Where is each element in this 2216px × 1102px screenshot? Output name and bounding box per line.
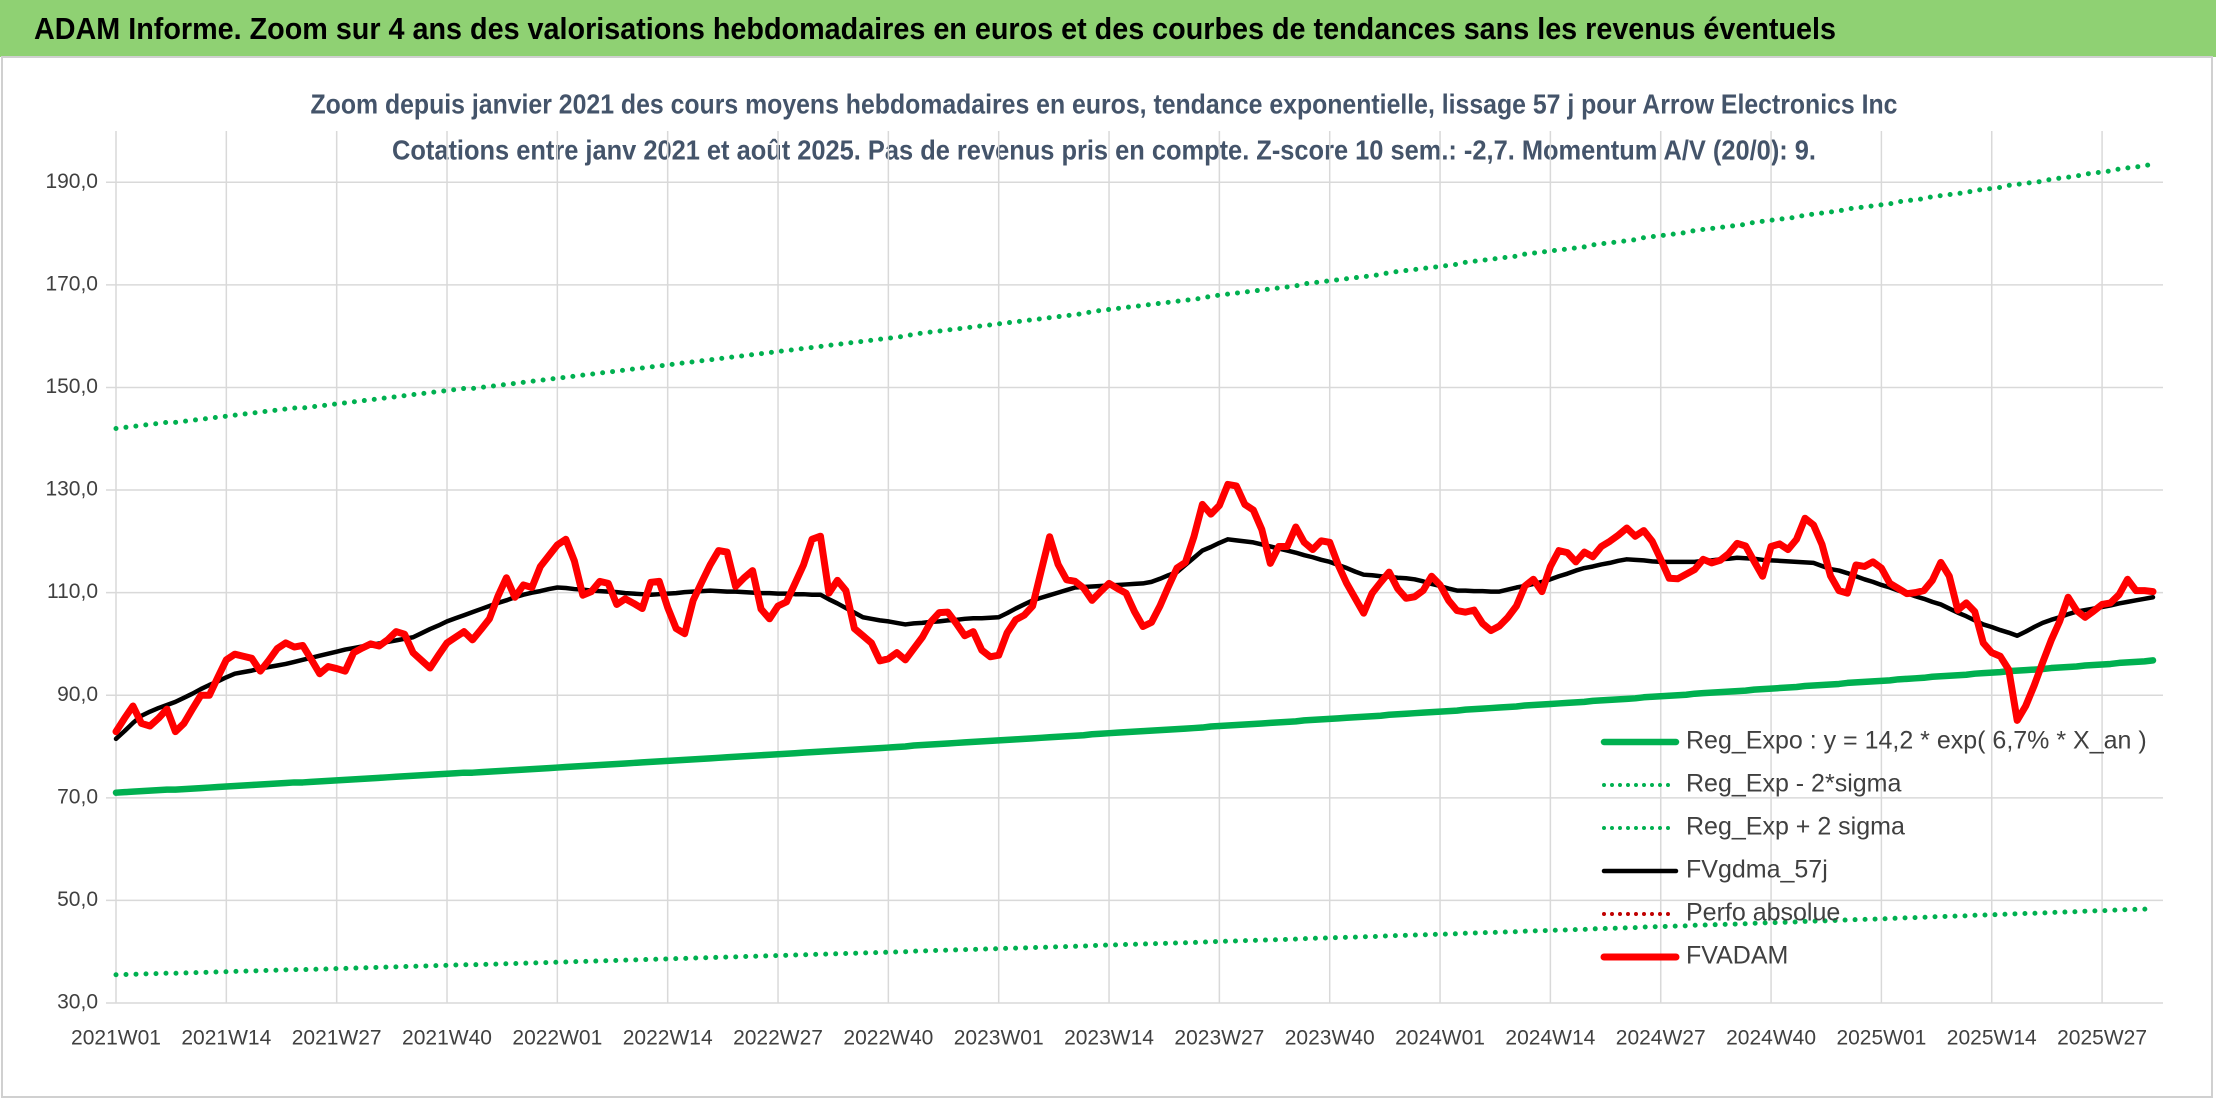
legend-label: Reg_Exp + 2 sigma [1686,813,1905,841]
plot-lines [112,161,2157,978]
x-tick-label: 2023W27 [1174,1027,1264,1050]
chart-subtitle: Cotations entre janv 2021 et août 2025. … [392,134,1816,165]
x-tick-label: 2023W01 [954,1027,1044,1050]
y-tick-label: 170,0 [45,272,98,295]
x-tick-label: 2025W14 [1947,1027,2037,1050]
y-tick-label: 70,0 [57,785,98,808]
grid: 30,0 50,0 70,0 90,0 110,0 130,0 150,0 170,0 190,… [45,131,2163,1050]
x-tick-label: 2022W01 [512,1027,602,1050]
legend-label: FVADAM [1686,942,1788,970]
y-tick-label: 30,0 [57,991,98,1014]
x-tick-label: 2022W14 [623,1027,713,1050]
chart-frame [1,56,2213,1098]
legend-label: FVgdma_57j [1686,856,1828,884]
header-title: ADAM Informe. Zoom sur 4 ans des valoris… [34,11,1836,46]
y-tick-label: 190,0 [45,170,98,193]
chart-title: Zoom depuis janvier 2021 des cours moyen… [311,88,1898,119]
x-tick-label: 2023W40 [1285,1027,1375,1050]
y-tick-label: 90,0 [57,683,98,706]
x-tick-label: 2021W40 [402,1027,492,1050]
series-line [113,161,2156,432]
header-bar [0,0,2216,57]
y-tick-label: 130,0 [45,478,98,501]
x-tick-label: 2025W01 [1836,1027,1926,1050]
y-tick-label: 110,0 [47,580,98,603]
series-line [113,906,2156,978]
x-tick-label: 2021W01 [71,1027,161,1050]
x-tick-label: 2023W14 [1064,1027,1154,1050]
legend-label: Reg_Exp - 2*sigma [1686,770,1901,798]
x-tick-label: 2025W27 [2057,1027,2147,1050]
x-tick-label: 2024W40 [1726,1027,1816,1050]
y-tick-label: 50,0 [57,888,98,911]
x-tick-label: 2021W27 [292,1027,382,1050]
series-line [112,480,2157,736]
legend: Reg_Expo : y = 14,2 * exp( 6,7% * X_an )… [1600,727,2147,970]
y-tick-label: 150,0 [45,375,98,398]
x-tick-label: 2022W40 [843,1027,933,1050]
x-tick-label: 2024W27 [1616,1027,1706,1050]
series-line [113,537,2156,742]
legend-label: Reg_Expo : y = 14,2 * exp( 6,7% * X_an ) [1686,727,2147,755]
x-tick-label: 2024W14 [1505,1027,1595,1050]
legend-label: Perfo absolue [1686,899,1840,927]
x-tick-label: 2024W01 [1395,1027,1485,1050]
series-line [112,657,2157,796]
x-tick-label: 2022W27 [733,1027,823,1050]
x-tick-label: 2021W14 [181,1027,271,1050]
